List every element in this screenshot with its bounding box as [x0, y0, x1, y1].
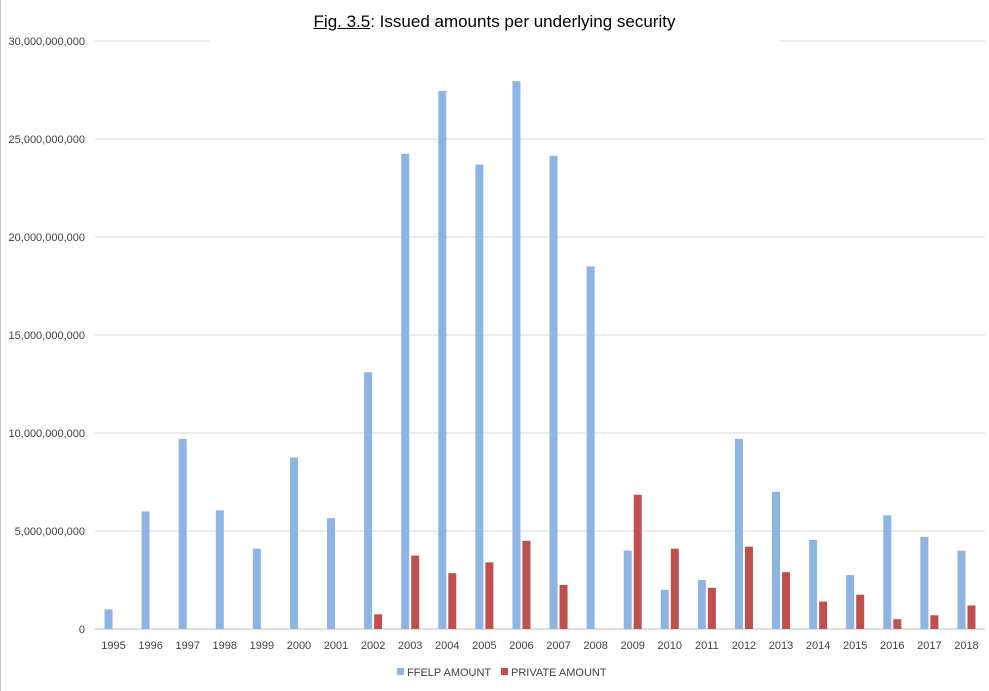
y-tick-label: 30,000,000,000 [9, 36, 85, 48]
y-tick-label: 0 [79, 624, 85, 636]
y-tick-label: 15,000,000,000 [9, 330, 85, 342]
gridlines [95, 40, 985, 630]
x-tick-label: 2005 [472, 640, 496, 652]
y-axis-labels: 0 5,000,000,000 10,000,000,000 15,000,000,0… [9, 36, 85, 636]
x-tick-label: 2007 [546, 640, 570, 652]
x-tick-label: 1996 [138, 640, 162, 652]
ffelp-bar [327, 518, 336, 629]
x-axis-labels: 1995 1996 1997 1998 1999 2000 2001 2002 2003 2004… [101, 640, 978, 652]
x-tick-label: 1999 [250, 640, 274, 652]
ffelp-bar [623, 550, 632, 629]
private-bar [744, 546, 753, 629]
left-border [0, 0, 1, 691]
x-tick-label: 2013 [769, 640, 793, 652]
ffelp-bar [883, 515, 892, 629]
ffelp-bar [549, 155, 558, 629]
bars [104, 81, 976, 630]
ffelp-bar [697, 580, 706, 629]
legend-label: FFELP AMOUNT [407, 667, 491, 679]
ffelp-bar [512, 81, 521, 630]
private-bar [374, 614, 383, 629]
private-bar [559, 584, 568, 629]
ffelp-bar [289, 457, 298, 629]
x-tick-label: 1995 [101, 640, 125, 652]
x-tick-label: 2008 [583, 640, 607, 652]
chart-title: Fig. 3.5: Issued amounts per underlying … [0, 12, 989, 32]
title-background [210, 8, 780, 48]
x-tick-label: 2006 [509, 640, 533, 652]
private-bar [707, 587, 716, 629]
y-tick-label: 5,000,000,000 [15, 526, 85, 538]
x-tick-label: 2002 [361, 640, 385, 652]
private-bar [856, 594, 865, 629]
private-bar [893, 619, 902, 629]
x-tick-label: 2015 [843, 640, 867, 652]
x-tick-label: 1998 [213, 640, 237, 652]
x-tick-label: 2009 [620, 640, 644, 652]
x-tick-label: 2018 [954, 640, 978, 652]
ffelp-bar [364, 372, 373, 629]
private-bar [448, 573, 457, 629]
private-bar [670, 548, 679, 629]
ffelp-bar [401, 153, 410, 629]
x-tick-label: 2003 [398, 640, 422, 652]
x-tick-label: 2011 [695, 640, 719, 652]
legend-swatch-private [501, 668, 508, 675]
private-bar [782, 572, 791, 629]
private-bar [522, 540, 531, 629]
y-tick-label: 20,000,000,000 [9, 232, 85, 244]
private-bar [411, 555, 420, 629]
x-tick-label: 2017 [917, 640, 941, 652]
ffelp-bar [957, 550, 966, 629]
x-tick-label: 2001 [324, 640, 348, 652]
x-tick-label: 2004 [435, 640, 459, 652]
ffelp-bar [438, 90, 447, 630]
ffelp-bar [215, 510, 224, 629]
ffelp-bar [252, 548, 261, 629]
x-tick-label: 2012 [732, 640, 756, 652]
title-text: : Issued amounts per underlying security [370, 12, 676, 31]
x-tick-label: 1997 [175, 640, 199, 652]
x-tick-label: 2000 [287, 640, 311, 652]
private-bar [967, 605, 976, 629]
legend: FFELP AMOUNT PRIVATE AMOUNT [397, 667, 607, 679]
private-bar [633, 494, 642, 629]
x-tick-label: 2016 [880, 640, 904, 652]
ffelp-bar [809, 539, 818, 629]
ffelp-bar [734, 438, 743, 629]
legend-label: PRIVATE AMOUNT [511, 667, 607, 679]
ffelp-bar [104, 609, 113, 629]
ffelp-bar [141, 511, 150, 629]
legend-swatch-ffelp [397, 668, 404, 675]
ffelp-bar [475, 164, 484, 630]
private-bar [819, 601, 828, 629]
private-bar [485, 562, 494, 629]
private-bar [930, 615, 939, 629]
x-tick-label: 2014 [806, 640, 830, 652]
figure-number: Fig. 3.5 [313, 12, 371, 31]
ffelp-bar [920, 536, 929, 629]
ffelp-bar [772, 491, 781, 629]
ffelp-bar [660, 589, 669, 629]
x-tick-label: 2010 [658, 640, 682, 652]
ffelp-bar [846, 575, 855, 629]
y-tick-label: 10,000,000,000 [9, 428, 85, 440]
y-tick-label: 25,000,000,000 [9, 134, 85, 146]
ffelp-bar [178, 438, 187, 629]
ffelp-bar [586, 266, 595, 629]
